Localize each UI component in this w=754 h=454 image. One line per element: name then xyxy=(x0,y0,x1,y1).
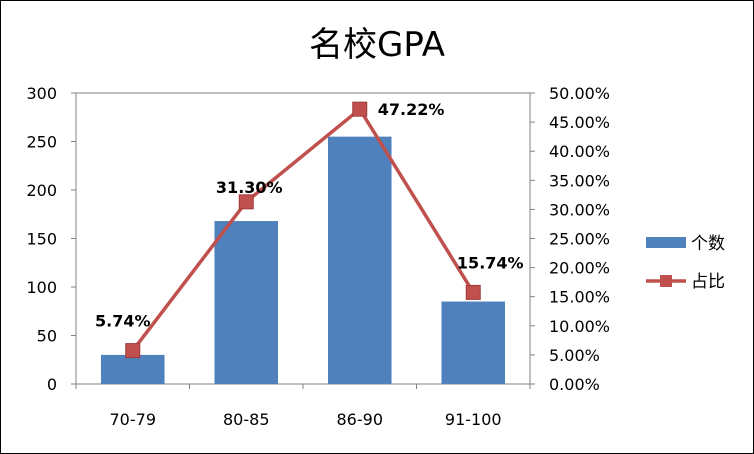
x-axis-category-label: 70-79 xyxy=(110,410,157,429)
left-axis-tick-label: 200 xyxy=(26,181,57,200)
bar xyxy=(441,301,506,384)
left-axis-tick-label: 150 xyxy=(26,230,57,249)
bar xyxy=(327,136,392,384)
line-path xyxy=(131,106,475,352)
right-axis-tick-label: 45.00% xyxy=(549,113,610,132)
x-axis: 70-79 80-85 86-90 91-100 xyxy=(75,384,531,429)
right-axis-tick-label: 15.00% xyxy=(549,288,610,307)
right-axis-tick-label: 10.00% xyxy=(549,317,610,336)
right-axis-tick-label: 25.00% xyxy=(549,230,610,249)
right-axis-tick-label: 50.00% xyxy=(549,84,610,103)
line-series: 5.74% 31.30% 47.22% 15.74% xyxy=(95,100,524,359)
x-axis-category-label: 80-85 xyxy=(223,410,270,429)
left-axis-tick-label: 100 xyxy=(26,278,57,297)
line-marker xyxy=(352,101,368,117)
right-axis-tick-label: 20.00% xyxy=(549,259,610,278)
left-axis: 0 50 100 150 200 250 300 xyxy=(26,84,76,394)
left-axis-tick-label: 300 xyxy=(26,84,57,103)
left-axis-tick-label: 0 xyxy=(47,375,57,394)
legend-label: 占比 xyxy=(691,272,725,292)
legend-label: 个数 xyxy=(691,234,725,254)
data-label: 47.22% xyxy=(378,100,445,119)
bar xyxy=(100,354,165,384)
left-axis-tick-label: 250 xyxy=(26,133,57,152)
data-label: 5.74% xyxy=(95,312,151,331)
data-label: 15.74% xyxy=(457,253,524,272)
legend-swatch-bar xyxy=(646,237,686,248)
right-axis-tick-label: 0.00% xyxy=(549,375,600,394)
data-label: 31.30% xyxy=(216,178,283,197)
legend-marker xyxy=(660,275,672,287)
x-axis-category-label: 86-90 xyxy=(337,410,384,429)
line-marker xyxy=(238,194,254,210)
left-axis-tick-label: 50 xyxy=(37,327,57,346)
x-axis-category-label: 91-100 xyxy=(445,410,502,429)
chart-title: 名校GPA xyxy=(309,25,445,65)
right-axis-tick-label: 5.00% xyxy=(549,346,600,365)
line-marker xyxy=(465,284,481,300)
bar-series xyxy=(100,136,506,384)
right-axis-tick-label: 40.00% xyxy=(549,142,610,161)
right-axis-tick-label: 35.00% xyxy=(549,171,610,190)
line-marker xyxy=(125,343,141,359)
bar xyxy=(214,221,279,384)
right-axis-tick-label: 30.00% xyxy=(549,200,610,219)
right-axis: 0.00% 5.00% 10.00% 15.00% 20.00% 25.00% 30.00%… xyxy=(530,84,610,394)
